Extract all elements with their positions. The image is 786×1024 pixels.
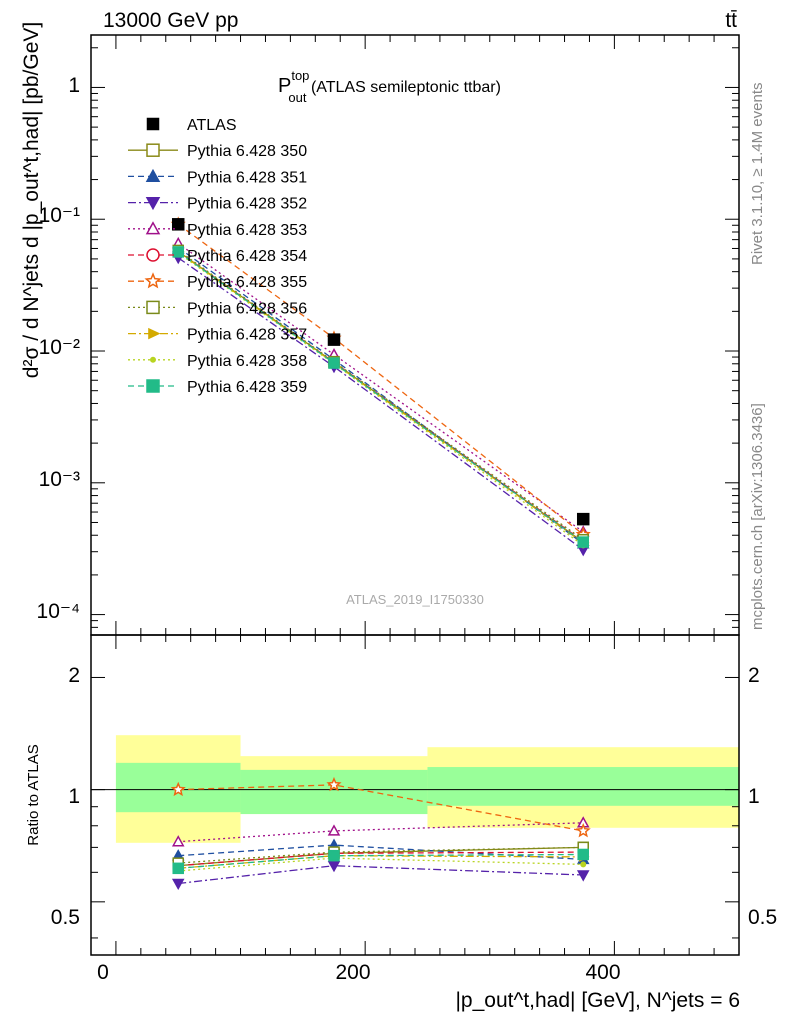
legend-label-4: Pythia 6.428 353 bbox=[187, 222, 307, 239]
ratio-band-green-2 bbox=[427, 767, 739, 806]
ratio-point-5-0 bbox=[170, 781, 186, 797]
ratio-series-line-9 bbox=[178, 853, 584, 869]
ratio-point-9-0 bbox=[172, 862, 184, 875]
ratio-point-3-0 bbox=[171, 835, 185, 847]
main-series-layer bbox=[170, 216, 591, 557]
legend-marker-9 bbox=[150, 356, 156, 363]
legend-label-1: Pythia 6.428 350 bbox=[187, 143, 307, 160]
main-ytick-label-1e-4: 10⁻⁴ bbox=[37, 600, 80, 623]
main-ytick-label-1e-1: 10⁻¹ bbox=[39, 204, 80, 227]
ratio-ytick-label-2-right: 2 bbox=[748, 664, 760, 687]
ratio-ytick-label-2: 2 bbox=[68, 664, 80, 687]
ratio-point-2-0 bbox=[171, 878, 185, 891]
legend-label-5: Pythia 6.428 354 bbox=[187, 248, 307, 265]
ratio-ytick-label-0.5: 0.5 bbox=[51, 906, 80, 929]
legend-label-10: Pythia 6.428 359 bbox=[187, 379, 307, 396]
legend-label-0: ATLAS bbox=[187, 117, 237, 134]
xtick-label-200: 200 bbox=[335, 961, 370, 984]
legend-marker-6 bbox=[144, 272, 162, 289]
ratio-y-axis-title: Ratio to ATLAS bbox=[25, 744, 42, 845]
legend-label-7: Pythia 6.428 356 bbox=[187, 300, 307, 317]
ratio-point-5-2 bbox=[575, 822, 591, 838]
legend-entry-10: Pythia 6.428 359 bbox=[128, 379, 307, 396]
main-reference-point-0 bbox=[171, 218, 185, 231]
legend-entry-6: Pythia 6.428 355 bbox=[128, 272, 307, 291]
main-ytick-label-1e-2: 10⁻² bbox=[39, 336, 80, 359]
legend-entry-8: Pythia 6.428 357 bbox=[128, 327, 307, 344]
legend-entry-5: Pythia 6.428 354 bbox=[128, 248, 307, 265]
axis-ticks bbox=[90, 35, 740, 955]
legend-label-9: Pythia 6.428 358 bbox=[187, 353, 307, 370]
legend-marker-5 bbox=[146, 248, 160, 262]
ratio-series-line-2 bbox=[178, 865, 584, 885]
main-series-line-8 bbox=[177, 252, 584, 546]
ratio-point-3-1 bbox=[327, 824, 341, 836]
main-series-line-7 bbox=[177, 251, 584, 544]
analysis-id: ATLAS_2019_I1750330 bbox=[346, 592, 484, 607]
main-series-line-2 bbox=[177, 257, 584, 551]
ratio-point-2-1 bbox=[327, 860, 341, 873]
main-ytick-label-1e-3: 10⁻³ bbox=[39, 468, 80, 491]
mcplots-label: mcplots.cern.ch [arXiv:1306.3436] bbox=[749, 403, 766, 630]
main-point-9-0 bbox=[172, 246, 184, 258]
main-ytick-label-1: 1 bbox=[68, 74, 80, 97]
legend-entry-0: ATLAS bbox=[146, 117, 237, 134]
ratio-point-5-1 bbox=[326, 776, 342, 792]
plot-title: Ptop out (ATLAS semileptonic ttbar) bbox=[278, 68, 501, 105]
legend-entry-2: Pythia 6.428 351 bbox=[128, 168, 307, 186]
xtick-label-400: 400 bbox=[585, 961, 620, 984]
legend-marker-2 bbox=[145, 168, 161, 182]
ratio-point-9-2 bbox=[577, 848, 589, 861]
legend-label-8: Pythia 6.428 357 bbox=[187, 327, 307, 344]
legend: ATLAS Pythia 6.428 350 Pythia 6.428 351 Pyt… bbox=[128, 117, 307, 396]
legend-entry-1: Pythia 6.428 350 bbox=[128, 143, 307, 160]
ratio-point-2-2 bbox=[576, 870, 590, 882]
legend-label-2: Pythia 6.428 351 bbox=[187, 169, 307, 186]
main-point-9-1 bbox=[328, 357, 340, 369]
ratio-point-8-2 bbox=[580, 861, 587, 868]
rivet-version-label: Rivet 3.1.10, ≥ 1.4M events bbox=[749, 83, 766, 266]
legend-marker-1 bbox=[146, 143, 160, 157]
ratio-series-line-4 bbox=[178, 851, 584, 867]
ratio-ytick-label-1: 1 bbox=[68, 785, 80, 808]
legend-label-3: Pythia 6.428 352 bbox=[187, 196, 307, 213]
legend-entry-9: Pythia 6.428 358 bbox=[128, 353, 307, 370]
ratio-series-line-8 bbox=[178, 857, 584, 872]
legend-entry-4: Pythia 6.428 353 bbox=[128, 221, 307, 239]
main-y-axis-title: d²σ / d N^jets d |p_out^t,had| [pb/GeV] bbox=[20, 22, 43, 378]
main-reference-point-1 bbox=[327, 333, 341, 346]
legend-entry-3: Pythia 6.428 352 bbox=[128, 196, 307, 213]
main-point-9-2 bbox=[577, 536, 589, 548]
legend-entry-7: Pythia 6.428 356 bbox=[128, 300, 307, 317]
legend-marker-4 bbox=[145, 221, 161, 235]
legend-marker-10 bbox=[146, 379, 160, 393]
xtick-label-0: 0 bbox=[97, 961, 109, 984]
legend-marker-8 bbox=[148, 327, 161, 340]
header-energy-label: 13000 GeV pp bbox=[103, 9, 238, 32]
main-series-line-9 bbox=[177, 251, 584, 543]
main-reference-point-2 bbox=[576, 512, 590, 526]
ratio-band-green-1 bbox=[240, 769, 428, 815]
legend-label-6: Pythia 6.428 355 bbox=[187, 274, 307, 291]
ratio-ytick-label-1-right: 1 bbox=[748, 785, 760, 808]
ratio-point-9-1 bbox=[328, 849, 340, 862]
x-axis-title: |p_out^t,had| [GeV], N^jets = 6 bbox=[455, 989, 740, 1012]
legend-marker-0 bbox=[146, 117, 160, 131]
legend-marker-3 bbox=[145, 197, 161, 211]
ratio-series-layer bbox=[170, 776, 591, 891]
header-process-label: tt̄ bbox=[725, 9, 737, 32]
legend-marker-7 bbox=[146, 300, 160, 315]
ratio-ytick-label-0.5-right: 0.5 bbox=[748, 906, 777, 929]
